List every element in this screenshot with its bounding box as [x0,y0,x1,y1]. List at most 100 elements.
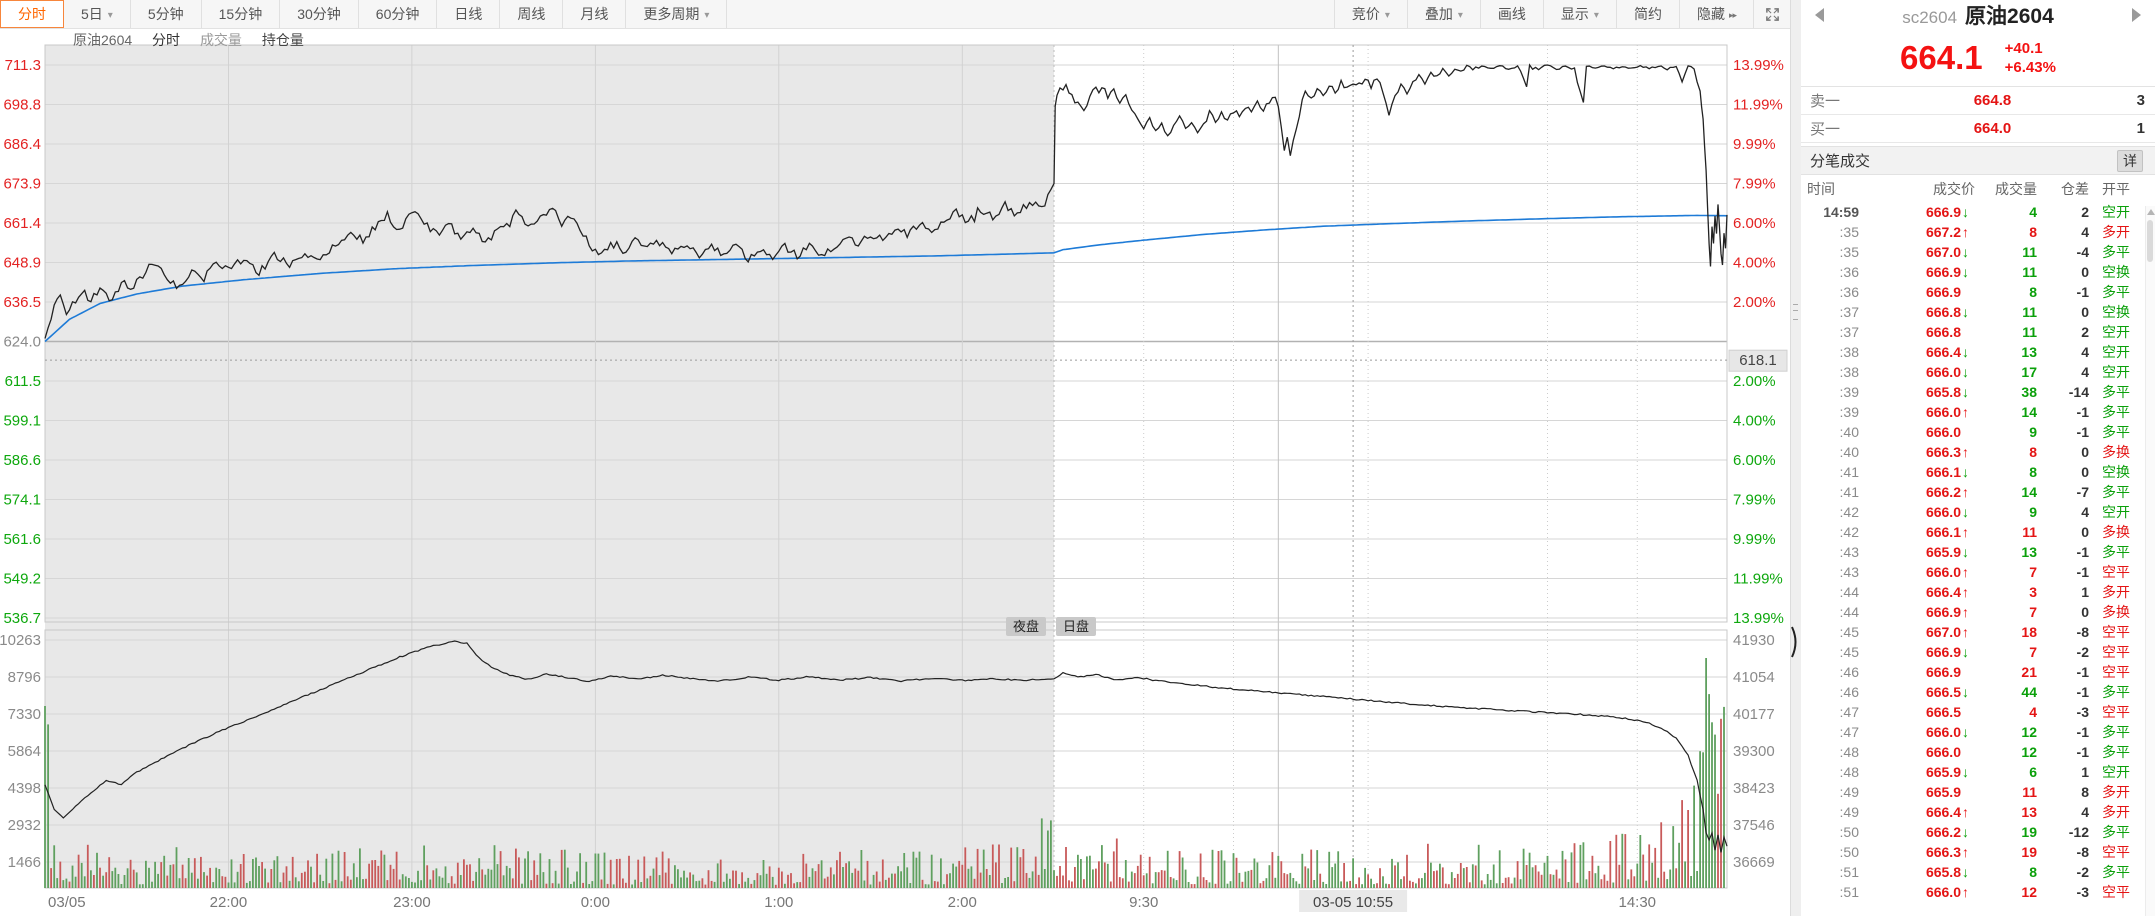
tick-columns-header: 时间 成交价 成交量 仓差 开平 [1801,175,2155,202]
tick-time: :41 [1839,464,1859,480]
tick-direction-icon [1961,204,1975,220]
tick-time: :51 [1839,884,1859,900]
tick-open-close-flag: 多平 [2102,424,2130,440]
tick-open-close-flag: 空换 [2102,304,2130,320]
contract-name: 原油2604 [1965,5,2054,28]
svg-text:0:00: 0:00 [581,894,610,911]
svg-text:11.99%: 11.99% [1733,97,1783,114]
prev-contract-icon[interactable] [1815,8,1824,22]
tick-time: :36 [1839,284,1859,300]
period-button[interactable]: 60分钟 [359,0,438,28]
change-percent: +6.43% [2004,59,2056,76]
svg-text:03-05 10:55: 03-05 10:55 [1313,894,1393,911]
ask-label: 卖一 [1810,93,1841,110]
tick-oi-change: 8 [2081,784,2089,800]
legend-period[interactable]: 分时 [152,32,181,48]
tick-direction-icon [1961,524,1975,540]
chart-svg: 711.3 698.8 686.4 673.9 661.4 648.9 636.5 624.0… [0,44,1788,912]
tick-volume: 4 [2029,204,2037,220]
svg-text:618.1: 618.1 [1739,352,1777,369]
tick-volume: 3 [2029,584,2037,600]
night-session-button[interactable]: 夜盘 [1006,617,1047,636]
tool-button[interactable]: 简约 [1615,0,1679,28]
fullscreen-button[interactable] [1753,0,1790,28]
tick-time: :43 [1839,544,1859,560]
tick-time: :41 [1839,484,1859,500]
tick-direction-icon [1961,644,1975,660]
tick-direction-icon [1961,604,1975,620]
tool-button[interactable]: 显示 [1542,0,1616,28]
tick-oi-change: -1 [2076,744,2089,760]
quote-panel: sc2604 原油2604 664.1 +40.1 +6.43% 卖一 664.8… [1800,0,2155,916]
last-price-block: 664.1 +40.1 +6.43% [1801,30,2155,87]
tick-list: 14:59 666.9 4 2 空开 :35 667.2 8 4 多开 :35 … [1801,202,2155,902]
tick-row: :42 666.0 9 4 空开 [1801,502,2155,522]
tick-price: 666.0 [1925,744,1961,760]
svg-text:8796: 8796 [8,669,41,686]
tick-volume: 13 [2021,344,2037,360]
tick-volume: 8 [2029,864,2037,880]
tick-time: :44 [1839,584,1859,600]
day-session-button[interactable]: 日盘 [1056,617,1097,636]
bid-label: 买一 [1810,121,1841,138]
tick-scrollbar[interactable] [2145,206,2155,916]
detail-button[interactable]: 详 [2117,149,2143,172]
svg-text:37546: 37546 [1733,817,1775,834]
tool-button[interactable]: 画线 [1479,0,1543,28]
tick-open-close-flag: 空换 [2102,464,2130,480]
tick-open-close-flag: 空平 [2102,644,2130,660]
svg-text:2932: 2932 [8,817,41,834]
period-button[interactable]: 周线 [500,0,564,28]
tick-time: :39 [1839,384,1859,400]
tick-volume: 19 [2021,824,2037,840]
period-button[interactable]: 30分钟 [280,0,359,28]
legend-open-interest[interactable]: 持仓量 [261,32,304,48]
tick-open-close-flag: 多平 [2102,384,2130,400]
time-share-chart[interactable]: 711.3 698.8 686.4 673.9 661.4 648.9 636.5 624.0… [0,0,1790,916]
tick-direction-icon [1961,444,1975,460]
svg-text:661.4: 661.4 [3,215,41,232]
tick-time: :48 [1839,764,1859,780]
tick-oi-change: 4 [2081,344,2089,360]
collapse-arrows-icon [1725,0,1736,29]
tick-price: 666.5 [1925,704,1961,720]
tick-direction-icon [1961,264,1975,280]
svg-text:03/05: 03/05 [48,894,86,911]
tool-button[interactable]: 叠加 [1406,0,1480,28]
divider-grip-handle[interactable] [1793,304,1798,320]
tool-button[interactable]: 竞价 [1333,0,1407,28]
tick-row: :46 666.5 44 -1 多平 [1801,682,2155,702]
period-button[interactable]: 日线 [437,0,501,28]
period-button[interactable]: 5分钟 [131,0,202,28]
period-button[interactable]: 月线 [563,0,627,28]
scroll-up-icon[interactable] [2146,209,2155,215]
period-button[interactable]: 5日 [64,0,131,28]
scroll-thumb[interactable] [2147,220,2153,262]
legend-contract[interactable]: 原油2604 [73,32,133,48]
tick-price: 666.8 [1925,324,1961,340]
tick-row: :44 666.9 7 0 多换 [1801,602,2155,622]
period-button[interactable]: 15分钟 [202,0,281,28]
tick-open-close-flag: 空平 [2102,624,2130,640]
tick-row: :40 666.0 9 -1 多平 [1801,422,2155,442]
tick-price: 666.4 [1859,344,1975,360]
collapse-panel-icon[interactable] [1791,626,1800,658]
tick-volume: 7 [2029,564,2037,580]
tick-price: 666.4 [1859,584,1975,600]
tick-oi-change: -1 [2076,564,2089,580]
tick-row: :41 666.2 14 -7 多平 [1801,482,2155,502]
tick-price: 666.1 [1859,524,1975,540]
legend-volume[interactable]: 成交量 [199,32,242,48]
period-button[interactable]: 更多周期 [626,0,728,28]
tick-time: :49 [1839,804,1859,820]
period-button[interactable]: 分时 [0,0,64,28]
tick-time: :40 [1839,424,1859,440]
tick-row: :35 667.2 8 4 多开 [1801,222,2155,242]
next-contract-icon[interactable] [2132,8,2141,22]
tool-button[interactable]: 隐藏 [1678,0,1753,29]
crosshair [45,45,1727,888]
tick-row: :50 666.3 19 -8 空平 [1801,842,2155,862]
tick-price: 665.9 [1925,784,1961,800]
tick-price: 666.3 [1859,844,1975,860]
tick-open-close-flag: 多平 [2102,684,2130,700]
